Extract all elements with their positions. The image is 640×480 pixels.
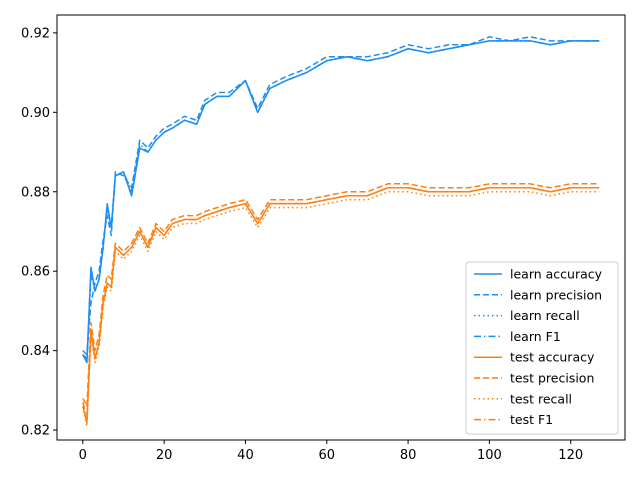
y-tick-label: 0.88	[21, 185, 50, 200]
series-line-learn-f1	[82, 40, 600, 360]
y-tick-label: 0.92	[21, 26, 50, 41]
x-tick-label: 20	[156, 448, 173, 463]
legend-box	[465, 261, 619, 435]
legend-label: learn precision	[510, 287, 602, 302]
x-axis: 0 20 40 60 80 100 120	[79, 440, 583, 463]
y-tick-label: 0.82	[21, 424, 50, 439]
x-tick-label: 80	[400, 448, 417, 463]
y-tick-label: 0.86	[21, 265, 50, 280]
x-tick-label: 120	[558, 448, 583, 463]
x-tick-label: 0	[79, 448, 87, 463]
legend: learn accuracy learn precision learn recal…	[465, 261, 619, 435]
x-tick-label: 100	[477, 448, 502, 463]
legend-label: learn recall	[510, 308, 580, 323]
series-line-learn-precision	[82, 36, 600, 356]
legend-label: test accuracy	[510, 350, 595, 365]
legend-label: learn accuracy	[510, 267, 603, 282]
y-tick-label: 0.90	[21, 106, 50, 121]
legend-label: learn F1	[510, 329, 561, 344]
legend-label: test F1	[510, 412, 553, 427]
series-line-test-f1	[82, 187, 600, 419]
x-tick-label: 40	[237, 448, 254, 463]
y-axis: 0.82 0.84 0.86 0.88 0.90 0.92	[21, 26, 57, 439]
series-line-test-precision	[82, 183, 600, 407]
plot-lines	[82, 36, 600, 427]
x-tick-label: 60	[318, 448, 335, 463]
legend-label: test precision	[510, 371, 594, 386]
y-tick-label: 0.84	[21, 344, 50, 359]
legend-label: test recall	[510, 391, 572, 406]
series-line-learn-recall	[82, 40, 600, 364]
axes-frame	[56, 14, 626, 441]
